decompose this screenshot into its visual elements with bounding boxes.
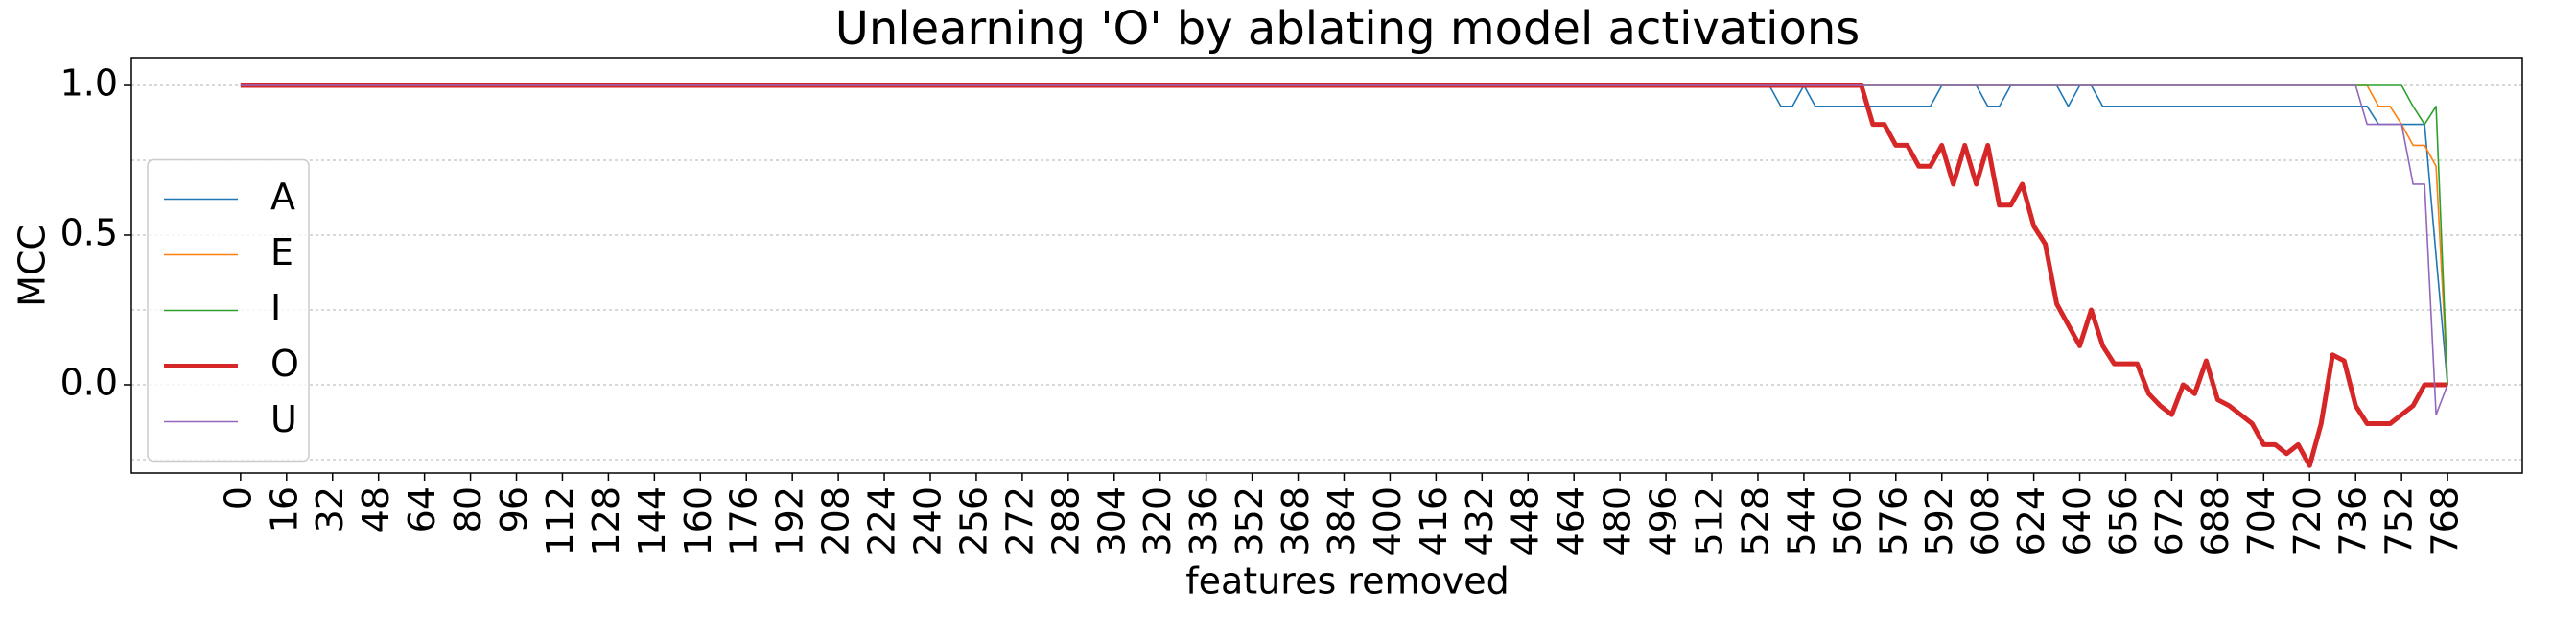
x-tick-label: 384 xyxy=(1321,486,1363,557)
series-line xyxy=(240,84,2448,386)
legend-label: O xyxy=(270,343,299,385)
y-tick-label: 0.0 xyxy=(60,361,118,403)
x-tick-label: 416 xyxy=(1413,486,1455,557)
x-tick-label: 544 xyxy=(1780,486,1822,557)
x-tick-label: 128 xyxy=(585,486,627,557)
x-tick-label: 448 xyxy=(1505,486,1547,557)
x-tick-label: 32 xyxy=(309,486,351,533)
x-tick-label: 304 xyxy=(1090,486,1133,557)
y-axis-label: MCC xyxy=(12,225,54,307)
x-tick-label: 560 xyxy=(1826,486,1868,557)
x-tick-label: 144 xyxy=(631,486,673,557)
series-line xyxy=(240,84,2448,386)
x-tick-label: 400 xyxy=(1367,486,1409,557)
plot-frame xyxy=(130,57,2523,474)
x-tick-label: 688 xyxy=(2194,486,2236,557)
y-tick-label: 0.5 xyxy=(60,211,118,253)
x-tick-label: 656 xyxy=(2102,486,2144,557)
x-tick-label: 288 xyxy=(1044,486,1087,557)
x-tick-label: 624 xyxy=(2010,486,2052,557)
x-tick-label: 640 xyxy=(2056,486,2098,557)
x-tick-label: 176 xyxy=(723,486,765,557)
x-tick-label: 496 xyxy=(1643,486,1685,557)
x-tick-label: 0 xyxy=(217,486,259,510)
x-tick-label: 720 xyxy=(2286,486,2329,557)
x-tick-label: 352 xyxy=(1229,486,1271,557)
series-line xyxy=(240,84,2448,386)
x-tick-label: 736 xyxy=(2332,486,2375,557)
series-line xyxy=(240,84,2448,415)
x-tick-label: 192 xyxy=(769,486,811,557)
x-tick-label: 160 xyxy=(677,486,719,557)
x-tick-label: 768 xyxy=(2424,486,2467,557)
legend-label: E xyxy=(270,231,293,273)
series-line xyxy=(240,83,2448,468)
x-tick-label: 512 xyxy=(1689,486,1731,557)
x-tick-label: 608 xyxy=(1964,486,2006,557)
x-axis-label: features removed xyxy=(1185,560,1510,603)
x-tick-label: 704 xyxy=(2240,486,2283,557)
x-tick-label: 464 xyxy=(1551,486,1593,557)
x-tick-label: 528 xyxy=(1734,486,1776,557)
x-tick-label: 16 xyxy=(263,486,305,533)
x-tick-label: 480 xyxy=(1597,486,1639,557)
x-tick-label: 80 xyxy=(447,486,489,533)
x-tick-label: 336 xyxy=(1183,486,1225,557)
legend-label: U xyxy=(270,398,297,440)
x-tick-label: 576 xyxy=(1872,486,1914,557)
x-tick-label: 240 xyxy=(906,486,948,557)
x-tick-label: 320 xyxy=(1136,486,1179,557)
x-tick-label: 96 xyxy=(493,486,535,533)
x-tick-label: 592 xyxy=(1918,486,1960,557)
x-tick-label: 224 xyxy=(861,486,903,557)
legend-label: I xyxy=(270,287,281,329)
y-tick-label: 1.0 xyxy=(60,62,118,105)
x-tick-label: 432 xyxy=(1459,486,1501,557)
x-tick-label: 208 xyxy=(815,486,857,557)
x-tick-label: 64 xyxy=(401,486,443,533)
chart-title: Unlearning 'O' by ablating model activat… xyxy=(835,2,1861,56)
x-tick-label: 368 xyxy=(1275,486,1317,557)
legend-label: A xyxy=(270,176,295,218)
x-tick-label: 256 xyxy=(952,486,995,557)
x-tick-label: 272 xyxy=(998,486,1041,557)
x-tick-label: 48 xyxy=(355,486,397,533)
x-tick-label: 672 xyxy=(2148,486,2190,557)
x-tick-label: 752 xyxy=(2378,486,2421,557)
x-tick-label: 112 xyxy=(539,486,581,557)
